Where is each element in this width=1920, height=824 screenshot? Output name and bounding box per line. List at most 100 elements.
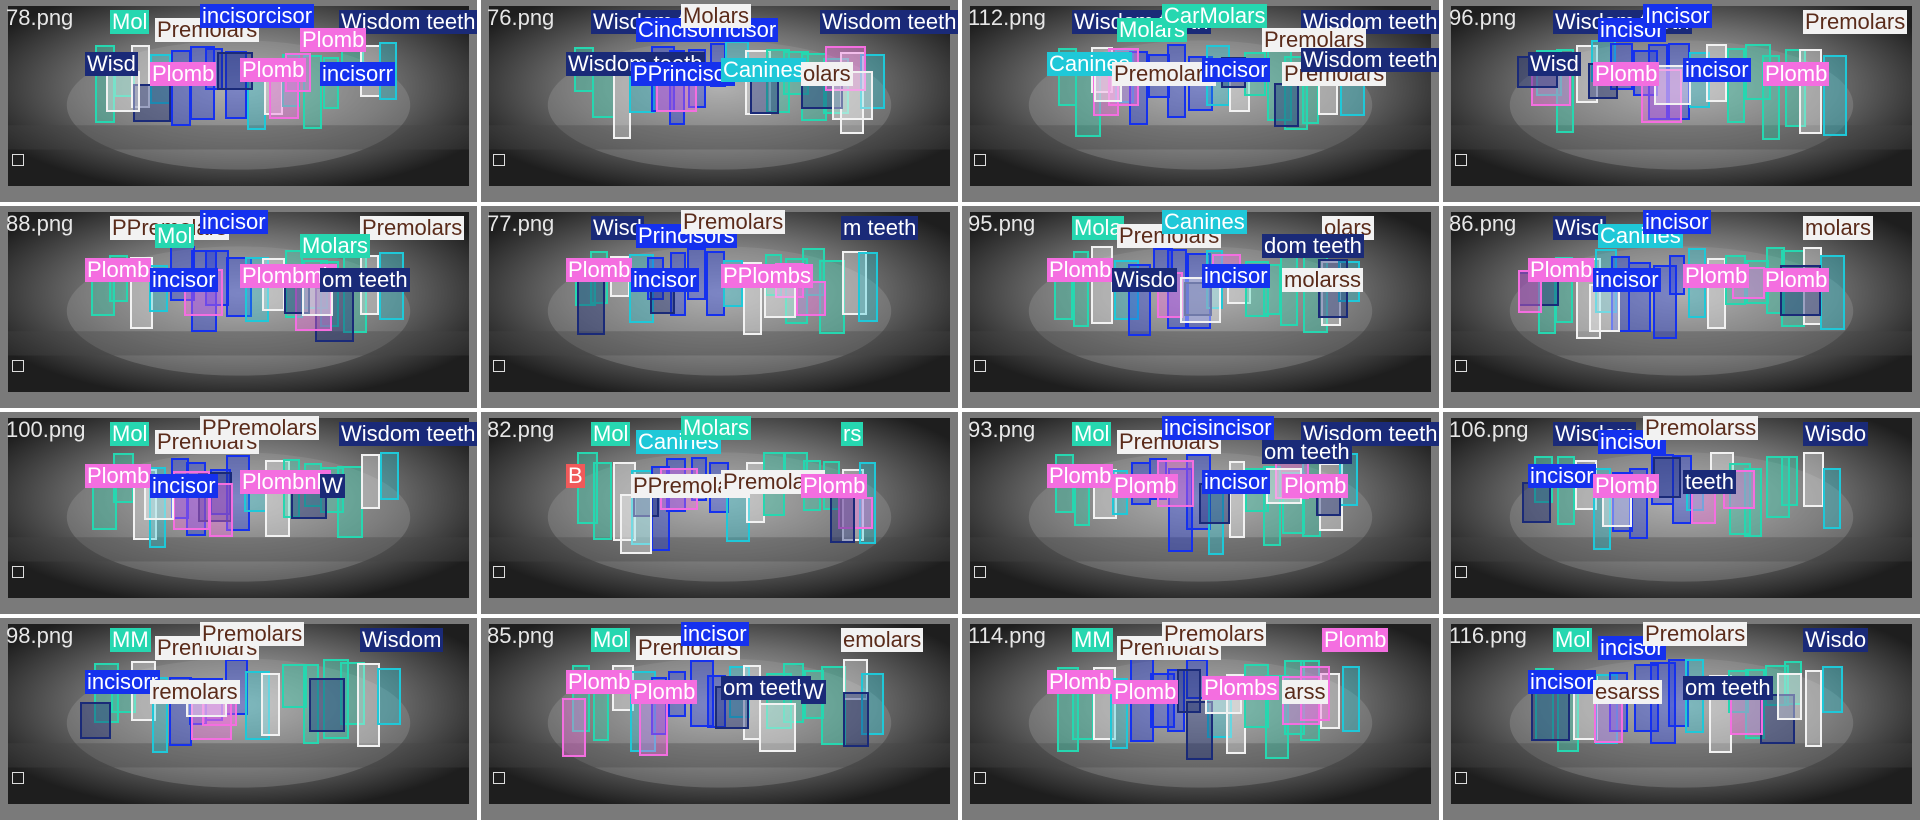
image-filename: 86.png <box>1449 211 1517 236</box>
image-filename: 95.png <box>968 211 1036 236</box>
tooth-detection-box <box>1743 468 1762 537</box>
orientation-marker <box>12 360 24 372</box>
tooth-detection-box <box>842 250 868 316</box>
detection-label: Premolars <box>1112 61 1217 86</box>
detection-label: Canines <box>721 57 806 82</box>
detection-label: Wisdom teeth <box>339 421 477 446</box>
detection-label: PPremolars <box>200 415 319 440</box>
detection-label: Plomb <box>1047 463 1114 488</box>
detection-label: Premolars <box>1162 621 1267 646</box>
image-filename: 85.png <box>487 623 555 648</box>
detection-label: Plomb <box>801 473 868 498</box>
tooth-detection-box <box>1594 698 1624 743</box>
xray-tile: Wisd Princisors Premolars m teeth Plomb incis… <box>481 206 958 408</box>
orientation-marker <box>1455 154 1467 166</box>
detection-label: Canines <box>636 429 721 454</box>
tooth-detection-box <box>80 701 112 739</box>
detection-label: MM <box>1072 627 1113 652</box>
detection-label: rs <box>841 421 864 446</box>
xray-tile: Wisdom teethincisorIncisorPremolarsWisdP… <box>1443 0 1920 202</box>
detection-label: Plomb <box>1282 473 1349 498</box>
image-filename: 78.png <box>6 5 74 30</box>
tooth-detection-box <box>309 677 346 733</box>
detection-label: om teeth <box>1262 439 1352 464</box>
detection-label: MM <box>110 627 151 652</box>
detection-label: olars <box>801 61 853 86</box>
image-filename: 93.png <box>968 417 1036 442</box>
orientation-marker <box>493 360 505 372</box>
image-filename: 77.png <box>487 211 555 236</box>
detection-label: incisorr <box>85 669 160 694</box>
detection-label: Plomb <box>1683 263 1750 288</box>
detection-label: incisor <box>150 473 218 498</box>
detection-label: Plomb <box>1112 679 1179 704</box>
tooth-detection-box <box>342 253 368 333</box>
xray-tile: Mol incisor Premolars Wisdo incisor esarss om … <box>1443 618 1920 820</box>
tooth-detection-box <box>105 70 141 112</box>
orientation-marker <box>974 772 986 784</box>
image-filename: 76.png <box>487 5 555 30</box>
detection-label: Plomb <box>1047 669 1114 694</box>
tooth-detection-box <box>1186 700 1213 760</box>
detection-label: incisorr <box>320 61 395 86</box>
detection-label: Plombnb <box>240 469 331 494</box>
detection-label: Premolars <box>155 429 260 454</box>
image-filename: 82.png <box>487 417 555 442</box>
tooth-detection-box <box>1588 284 1620 333</box>
detection-label: PPlombs <box>721 263 814 288</box>
xray-tile: MM Premolars Premolars Wisdom incisorr remola… <box>0 618 477 820</box>
xray-tile: Mol Canines Molars rs B PPremolars Premolars Pl… <box>481 412 958 614</box>
image-filename: 116.png <box>1449 623 1527 648</box>
detection-label: Plomb <box>85 463 152 488</box>
detection-label: molars <box>1803 215 1874 240</box>
detection-label: Plomb <box>1528 257 1595 282</box>
detection-label: Plomb <box>1112 473 1179 498</box>
detection-label: dom teeth <box>1262 233 1364 258</box>
tooth-detection-box <box>1804 670 1822 747</box>
detection-label: Wisdo <box>1112 267 1178 292</box>
xray-tile: Mol Premolars incisor emolars Plomb Plomb om t… <box>481 618 958 820</box>
detection-label: incisor <box>1528 463 1596 488</box>
tooth-detection-box <box>613 462 636 541</box>
detection-label: Plomb <box>566 669 633 694</box>
tooth-detection-box <box>1274 82 1300 128</box>
detection-label: Mol <box>110 9 150 34</box>
detection-label: incisor <box>1643 209 1711 234</box>
detection-label: Mol <box>155 223 195 248</box>
detection-label: remolars <box>150 679 240 704</box>
tooth-detection-box <box>561 697 587 757</box>
detection-label: Wisd <box>1528 51 1581 76</box>
xray-tile: MM Premolars Premolars Plomb Plomb Plomb Plomb… <box>962 618 1439 820</box>
detection-label: incisor <box>1598 429 1666 454</box>
image-filename: 112.png <box>968 5 1046 30</box>
detection-label: W <box>801 679 826 704</box>
tooth-detection-box <box>380 452 400 500</box>
detection-label: incisor <box>1683 57 1751 82</box>
tooth-detection-box <box>1781 456 1799 507</box>
tooth-detection-box <box>860 673 884 735</box>
tooth-detection-box <box>1185 454 1212 531</box>
tooth-detection-box <box>302 55 323 130</box>
image-filename: 98.png <box>6 623 74 648</box>
detection-label: Premolars <box>681 209 786 234</box>
detection-label: Canines <box>1162 209 1247 234</box>
detection-label: Plomb <box>1322 627 1389 652</box>
tooth-detection-box <box>1531 70 1571 107</box>
detection-label: Molars <box>681 3 752 28</box>
detection-label: emolars <box>841 627 924 652</box>
tooth-detection-box <box>576 279 605 336</box>
detection-label: esarss <box>1593 679 1662 704</box>
tooth-detection-box <box>295 286 332 331</box>
xray-tile: Mola Premolars Canines olars Plomb Wisdo incis… <box>962 206 1439 408</box>
tooth-detection-box <box>593 461 613 541</box>
detection-label: incisor <box>1202 469 1270 494</box>
tooth-detection-box <box>1819 254 1845 330</box>
detection-label: incisorcisor <box>200 3 315 28</box>
tooth-detection-box <box>1822 54 1848 136</box>
detection-label: Plomb <box>1047 257 1114 282</box>
detection-label: Incisor <box>1643 3 1712 28</box>
detection-label: Premolars <box>1643 621 1748 646</box>
detection-label: Wisdom <box>360 627 444 652</box>
detection-label: Mol <box>110 421 150 446</box>
